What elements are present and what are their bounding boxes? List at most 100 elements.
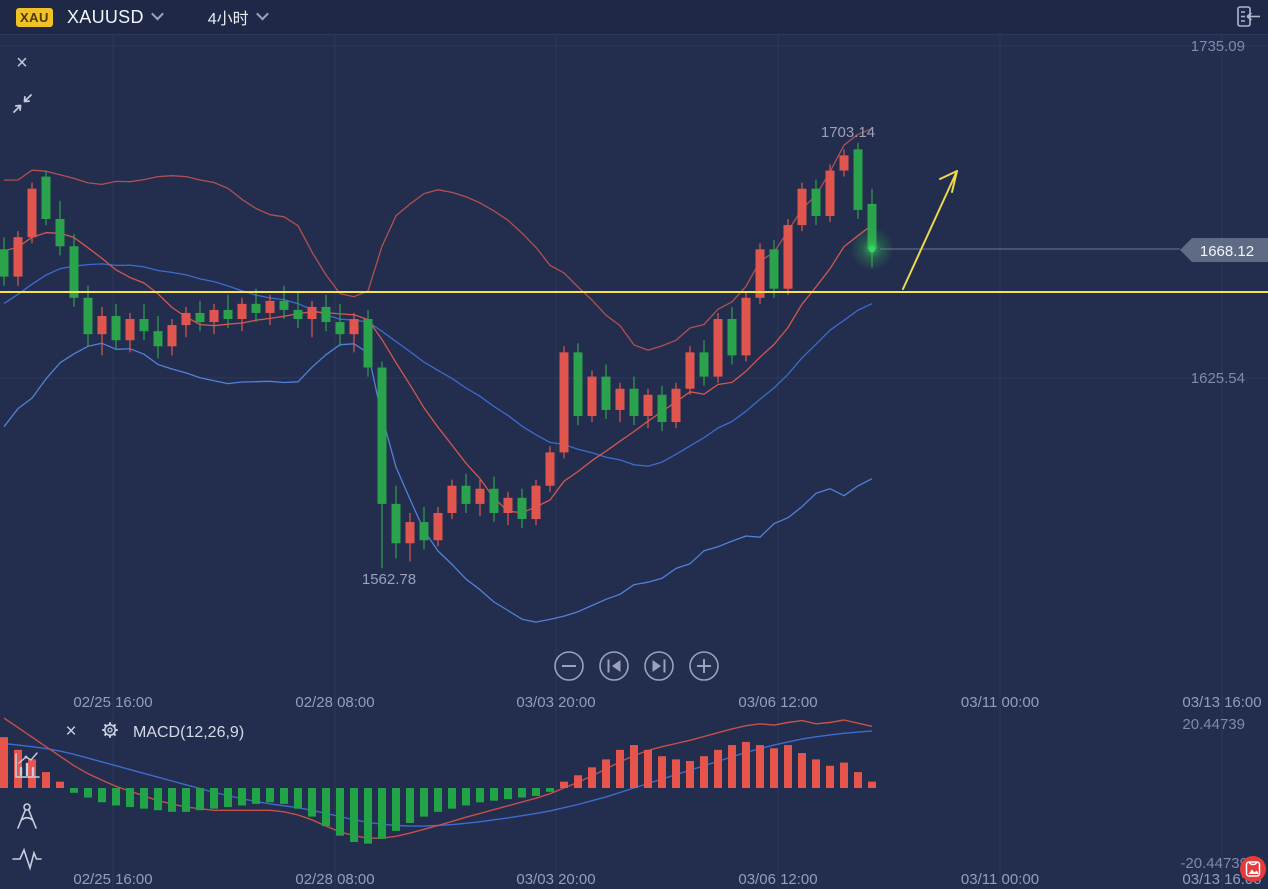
macd-bar [70,788,78,793]
candle [125,312,135,353]
candle [111,303,121,350]
macd-bar [476,788,484,803]
macd-bar [84,788,92,798]
price-axis-label-mid: 1625.54 [1191,370,1245,387]
macd-bar [518,788,526,798]
bollinger-ma-lines [3,128,873,623]
candle [139,303,149,341]
time-label: 02/25 16:00 [73,871,152,888]
macd-bar [336,788,344,836]
macd-bar [224,788,232,808]
candle [657,385,667,432]
macd-settings-gear-icon[interactable] [102,722,118,738]
header-bar: XAU XAUUSD 4小时 [0,0,1268,35]
macd-bar [98,788,106,803]
macd-bar [700,756,708,788]
candle [83,285,93,347]
candle [811,179,821,226]
macd-bar [168,788,176,812]
macd-bar [686,760,694,788]
candle [97,306,107,356]
macd-bar [364,788,372,844]
candle [181,306,191,338]
macd-title: MACD(12,26,9) [133,724,244,741]
macd-min-label: -20.44739 [1180,855,1248,872]
zoom-in-button[interactable] [689,651,719,681]
red-badge-icon[interactable] [1240,856,1266,882]
macd-bar [112,788,120,806]
macd-histogram [0,737,876,844]
macd-bar [322,788,330,827]
macd-lines [3,717,873,839]
zoom-out-button[interactable] [554,651,584,681]
macd-bar [616,749,624,788]
collapse-icon[interactable] [13,94,32,113]
macd-bar [658,756,666,788]
candle [517,488,527,529]
trend-arrow-up[interactable] [902,170,958,290]
symbol-selector[interactable]: XAUUSD [66,6,164,28]
candle [755,243,765,304]
indicator-wave-icon[interactable] [12,847,42,871]
candle [601,364,611,420]
macd-max-label: 20.44739 [1182,716,1245,733]
macd-bar [56,781,64,788]
close-chart-icon[interactable]: × [16,52,28,74]
chart-type-icon[interactable] [15,752,40,778]
candle [643,388,653,429]
timeframe-label: 4小时 [207,11,249,28]
macd-bar [840,762,848,788]
time-label: 03/11 00:00 [961,694,1039,711]
annotations [0,170,1268,294]
bottom-toolbar [12,752,42,871]
candle [447,479,457,520]
macd-bar [196,788,204,811]
candle [769,240,779,298]
candle [237,297,247,332]
candle [489,476,499,523]
macd-bar [770,748,778,788]
drawing-compass-icon[interactable] [17,803,37,829]
macd-bar [504,788,512,800]
candle [853,142,863,220]
candle [27,182,37,244]
candle [335,303,345,347]
macd-close-icon[interactable]: × [65,721,76,742]
time-label: 03/13 16:00 [1182,694,1261,711]
candle [251,288,261,323]
candle [419,506,429,550]
collapse-panel-icon[interactable] [1234,3,1262,31]
candle [797,182,807,232]
macd-bar [798,753,806,788]
skip-to-end-button[interactable] [644,651,674,681]
candlesticks [0,142,877,569]
candle [41,170,51,226]
skip-to-start-button[interactable] [599,651,629,681]
macd-bar [238,788,246,806]
macd-bar [378,788,386,839]
current-price-value: 1668.12 [1200,243,1254,260]
candle [699,340,709,386]
macd-bar [392,788,400,831]
chart-nav-buttons [554,651,719,681]
current-price-tag: 1668.12 [1180,238,1268,262]
macd-bar [546,788,554,792]
candle [363,309,373,377]
swing-high-label: 1703.14 [821,124,875,141]
macd-bar [434,788,442,812]
candle [559,346,569,459]
macd-bar [14,749,22,788]
candle [195,300,205,332]
swing-low-label: 1562.78 [362,571,416,588]
time-label: 02/28 08:00 [295,694,374,711]
macd-bar [182,788,190,812]
symbol-label: XAUUSD [66,6,144,27]
timeframe-selector[interactable]: 4小时 [207,5,269,29]
time-label: 02/28 08:00 [295,871,374,888]
candle [391,485,401,559]
macd-bar [812,759,820,788]
candle [377,361,387,569]
macd-bar [602,759,610,788]
